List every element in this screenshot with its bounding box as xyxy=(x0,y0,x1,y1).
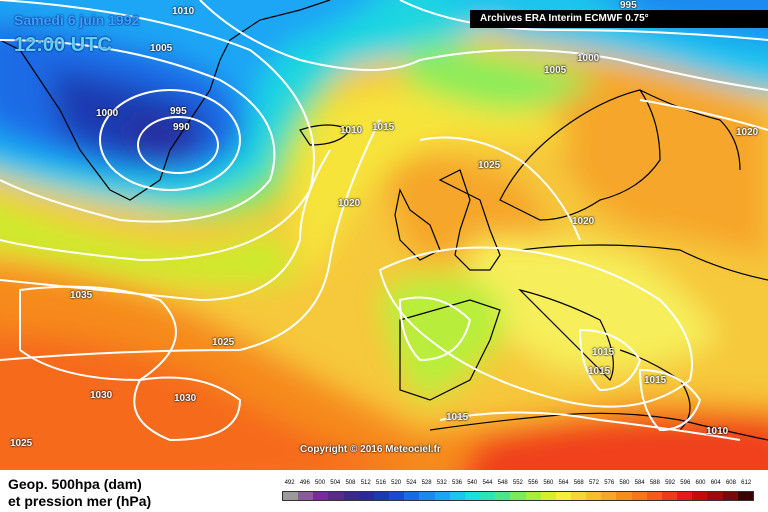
isobar-label: 1025 xyxy=(10,438,33,449)
color-scale-ticks: 492 496 500 504 508 512 516 520 524 528 532 536 540 5… xyxy=(282,480,754,490)
scale-swatch xyxy=(389,492,405,500)
scale-tick-label: 500 xyxy=(315,480,326,486)
scale-swatch xyxy=(328,492,344,500)
scale-swatch xyxy=(661,492,678,500)
scale-swatch xyxy=(646,492,662,500)
scale-tick-label: 564 xyxy=(558,480,569,486)
scale-swatch xyxy=(631,492,647,500)
map-canvas xyxy=(0,0,768,470)
color-scale-bar xyxy=(282,491,754,501)
scale-swatch xyxy=(404,492,420,500)
isobar-label: 1020 xyxy=(338,198,361,209)
isobar-label: 1005 xyxy=(544,65,567,76)
isobar-label: 1015 xyxy=(644,375,667,386)
scale-tick-label: 524 xyxy=(406,480,417,486)
isobar-label: 1035 xyxy=(70,290,93,301)
isobar-label: 1015 xyxy=(588,366,611,377)
scale-swatch xyxy=(313,492,329,500)
archive-label: Archives ERA Interim ECMWF 0.75° xyxy=(470,10,768,28)
scale-tick-label: 600 xyxy=(695,480,706,486)
weather-map: Samedi 6 juin 1992 12:00 UTC Archives ER… xyxy=(0,0,768,470)
isobar-label: 995 xyxy=(170,106,187,117)
scale-tick-label: 536 xyxy=(452,480,463,486)
isobar-label: 1010 xyxy=(172,6,195,17)
isobars xyxy=(0,0,768,440)
scale-tick-label: 584 xyxy=(634,480,645,486)
scale-tick-label: 516 xyxy=(375,480,386,486)
isobar-label: 1020 xyxy=(736,127,759,138)
isobar-label: 1015 xyxy=(446,412,469,423)
isobar-label: 1025 xyxy=(478,160,501,171)
scale-tick-label: 548 xyxy=(497,480,508,486)
isobar-label: 995 xyxy=(620,0,637,11)
scale-swatch xyxy=(692,492,708,500)
scale-tick-label: 568 xyxy=(573,480,584,486)
scale-tick-label: 572 xyxy=(588,480,599,486)
scale-tick-label: 496 xyxy=(299,480,310,486)
map-time: 12:00 UTC xyxy=(14,34,112,56)
scale-swatch xyxy=(540,492,556,500)
scale-swatch xyxy=(373,492,390,500)
isobar-label: 1015 xyxy=(372,122,395,133)
scale-tick-label: 540 xyxy=(467,480,478,486)
legend-geopotential-label: Geop. 500hpa (dam) xyxy=(8,476,142,492)
isobar-label: 1015 xyxy=(592,347,615,358)
scale-swatch xyxy=(570,492,587,500)
scale-swatch xyxy=(510,492,526,500)
scale-tick-label: 592 xyxy=(665,480,676,486)
scale-tick-label: 504 xyxy=(330,480,341,486)
scale-tick-label: 604 xyxy=(710,480,721,486)
scale-tick-label: 520 xyxy=(391,480,402,486)
isobar-label: 1030 xyxy=(174,393,197,404)
scale-swatch xyxy=(525,492,541,500)
scale-tick-label: 508 xyxy=(345,480,356,486)
scale-swatch xyxy=(464,492,481,500)
scale-swatch xyxy=(298,492,314,500)
scale-tick-label: 612 xyxy=(741,480,752,486)
scale-swatch xyxy=(434,492,450,500)
scale-tick-label: 608 xyxy=(725,480,736,486)
scale-tick-label: 556 xyxy=(528,480,539,486)
isobar-label: 1010 xyxy=(340,125,363,136)
scale-tick-label: 580 xyxy=(619,480,630,486)
scale-swatch xyxy=(419,492,435,500)
scale-swatch xyxy=(283,492,299,500)
scale-tick-label: 596 xyxy=(680,480,691,486)
scale-swatch xyxy=(586,492,602,500)
scale-swatch xyxy=(555,492,571,500)
scale-tick-label: 552 xyxy=(512,480,523,486)
scale-swatch xyxy=(616,492,632,500)
scale-tick-label: 512 xyxy=(360,480,371,486)
scale-tick-label: 528 xyxy=(421,480,432,486)
scale-swatch xyxy=(677,492,693,500)
geopotential-field xyxy=(0,0,768,470)
isobar-label: 1020 xyxy=(572,216,595,227)
scale-tick-label: 560 xyxy=(543,480,554,486)
scale-swatch xyxy=(358,492,374,500)
scale-swatch xyxy=(737,492,753,500)
scale-swatch xyxy=(707,492,723,500)
isobar-label: 1025 xyxy=(212,337,235,348)
copyright-notice: Copyright © 2016 Meteociel.fr xyxy=(300,444,441,455)
coastlines xyxy=(0,0,768,441)
legend-pressure-label: et pression mer (hPa) xyxy=(8,493,152,509)
isobar-label: 990 xyxy=(173,122,190,133)
scale-swatch xyxy=(343,492,359,500)
scale-tick-label: 588 xyxy=(649,480,660,486)
scale-swatch xyxy=(495,492,511,500)
map-date: Samedi 6 juin 1992 xyxy=(14,12,140,28)
scale-tick-label: 544 xyxy=(482,480,493,486)
scale-tick-label: 492 xyxy=(284,480,295,486)
scale-swatch xyxy=(480,492,496,500)
scale-swatch xyxy=(449,492,465,500)
scale-swatch xyxy=(722,492,738,500)
scale-tick-label: 576 xyxy=(604,480,615,486)
scale-tick-label: 532 xyxy=(436,480,447,486)
isobar-label: 1030 xyxy=(90,390,113,401)
isobar-label: 1000 xyxy=(577,53,600,64)
isobar-label: 1000 xyxy=(96,108,119,119)
isobar-label: 1010 xyxy=(706,426,729,437)
scale-swatch xyxy=(601,492,617,500)
isobar-label: 1005 xyxy=(150,43,173,54)
